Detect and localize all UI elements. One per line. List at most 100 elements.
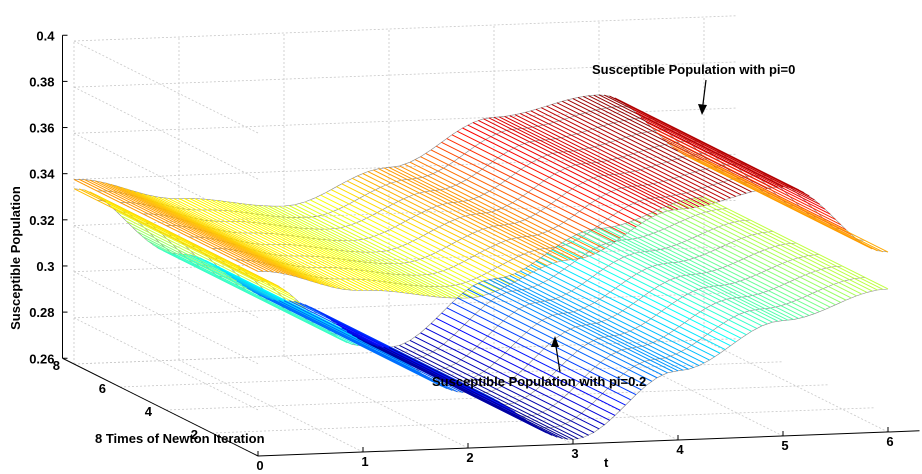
surface-mesh-line <box>509 275 694 369</box>
surface-mesh-line <box>126 188 311 282</box>
surface-mesh-line <box>509 115 694 209</box>
surface-mesh-line <box>121 215 306 309</box>
surface-mesh-line <box>199 198 385 292</box>
surface-mesh-line <box>142 193 327 287</box>
surface-mesh-line <box>640 217 826 310</box>
surface-mesh-line <box>625 103 810 197</box>
surface-mesh-line <box>646 214 831 308</box>
x-tick-label: 5 <box>781 438 788 453</box>
surface-mesh-line <box>352 177 537 271</box>
surface-mesh-line <box>514 114 700 208</box>
surface-mesh-line <box>226 201 411 295</box>
surface-mesh-line <box>257 204 442 298</box>
surface-mesh-line <box>535 260 721 354</box>
surface-mesh-line <box>446 138 631 231</box>
surface-mesh-line <box>546 253 731 347</box>
surface-mesh-line <box>315 197 500 291</box>
z-axis-label: Susceptible Population <box>8 186 23 330</box>
surface-mesh-line <box>656 132 841 226</box>
surface-mesh-line <box>609 227 794 321</box>
surface-mesh-line <box>357 175 542 269</box>
surface-mesh-line <box>194 198 379 291</box>
y-tick-label: 8 <box>53 358 60 373</box>
grid-line <box>703 339 889 433</box>
surface-mesh-line <box>378 168 563 262</box>
surface-mesh-line <box>84 179 269 273</box>
surface-mesh-line <box>688 198 873 292</box>
surface-mesh-line <box>651 212 836 306</box>
x-tick-label: 0 <box>256 458 263 473</box>
surface-mesh-line <box>703 196 889 290</box>
surface-mesh-line <box>210 199 395 293</box>
surface-mesh-line <box>520 113 705 207</box>
surface-mesh-line <box>136 191 322 285</box>
surface-mesh-line <box>163 197 348 291</box>
annotation-pi02: Susceptible Population with pi=0.2 <box>432 336 646 389</box>
surface-mesh-line <box>467 288 652 382</box>
surface-mesh-line <box>252 204 437 298</box>
surface-mesh-line <box>315 309 500 403</box>
surface-mesh-line <box>425 327 610 421</box>
surface-mesh-line <box>514 273 700 367</box>
surface-mesh-line <box>247 203 432 297</box>
surface-mesh-line <box>530 110 715 204</box>
grid-line <box>73 40 259 134</box>
surface-mesh-line <box>394 346 579 440</box>
surface-mesh-line <box>304 201 490 295</box>
surface-mesh-line <box>273 205 458 299</box>
grid-line <box>73 86 259 180</box>
surface-mesh-line <box>278 300 463 393</box>
surface-mesh-line <box>378 346 563 439</box>
surface-mesh-line <box>226 273 411 366</box>
surface-mesh-line <box>562 242 747 336</box>
surface-mesh-line <box>525 267 710 361</box>
surface-mesh-line <box>488 278 673 372</box>
surface-mesh-line <box>457 297 642 391</box>
surface-mesh-line <box>504 115 689 209</box>
surface-mesh-line <box>430 149 616 243</box>
annotation-pi0-arrowhead <box>698 104 707 115</box>
surface-mesh-line <box>478 282 663 376</box>
surface-mesh-line <box>693 158 878 252</box>
surface-mesh-line <box>147 194 332 288</box>
surface-mesh-line <box>131 190 316 284</box>
annotation-pi0: Susceptible Population with pi=0 <box>592 62 795 115</box>
surface-mesh-line <box>268 298 453 391</box>
y-tick-label: 2 <box>191 427 198 442</box>
surface-mesh-line <box>688 156 873 250</box>
surface-mesh-line <box>420 156 605 250</box>
surface-mesh-line <box>404 163 589 257</box>
surface-mesh-line <box>262 296 448 390</box>
surface-mesh-line <box>383 167 568 261</box>
x-tick-label: 3 <box>571 446 578 461</box>
surface-mesh-line <box>157 196 343 290</box>
surface-mesh-line <box>604 227 789 321</box>
surface-mesh-line <box>451 134 637 228</box>
surface-mesh-line <box>173 253 358 347</box>
surface-mesh-line <box>499 277 684 371</box>
surface-mesh-line <box>640 116 826 210</box>
surface-mesh-line <box>504 276 689 370</box>
surface-mesh-line <box>394 166 579 260</box>
surface-mesh-line <box>446 307 631 401</box>
surface-mesh-line <box>593 94 778 188</box>
surface-mesh-line <box>546 105 731 199</box>
surface-mesh-line <box>89 179 274 273</box>
surface-mesh-line <box>551 249 736 343</box>
surface-mesh-line <box>152 195 337 289</box>
surface-mesh-line <box>525 111 710 205</box>
surface-mesh-line <box>163 250 348 344</box>
y-axis-line <box>62 357 259 457</box>
surface-mesh-line <box>698 159 883 253</box>
z-tick-label: 0.36 <box>29 121 54 136</box>
x-tick-label: 6 <box>886 434 893 449</box>
surface-mesh-line <box>346 331 532 424</box>
surface-mesh-line <box>556 245 742 339</box>
surface-mesh-line <box>677 201 862 295</box>
surface-mesh-line <box>294 204 479 298</box>
surface-mesh-line <box>241 284 427 378</box>
surface-mesh-line <box>325 192 511 285</box>
surface-mesh-line <box>451 302 637 396</box>
surface-mesh-line <box>241 203 427 297</box>
surface-mesh-line <box>299 203 484 296</box>
